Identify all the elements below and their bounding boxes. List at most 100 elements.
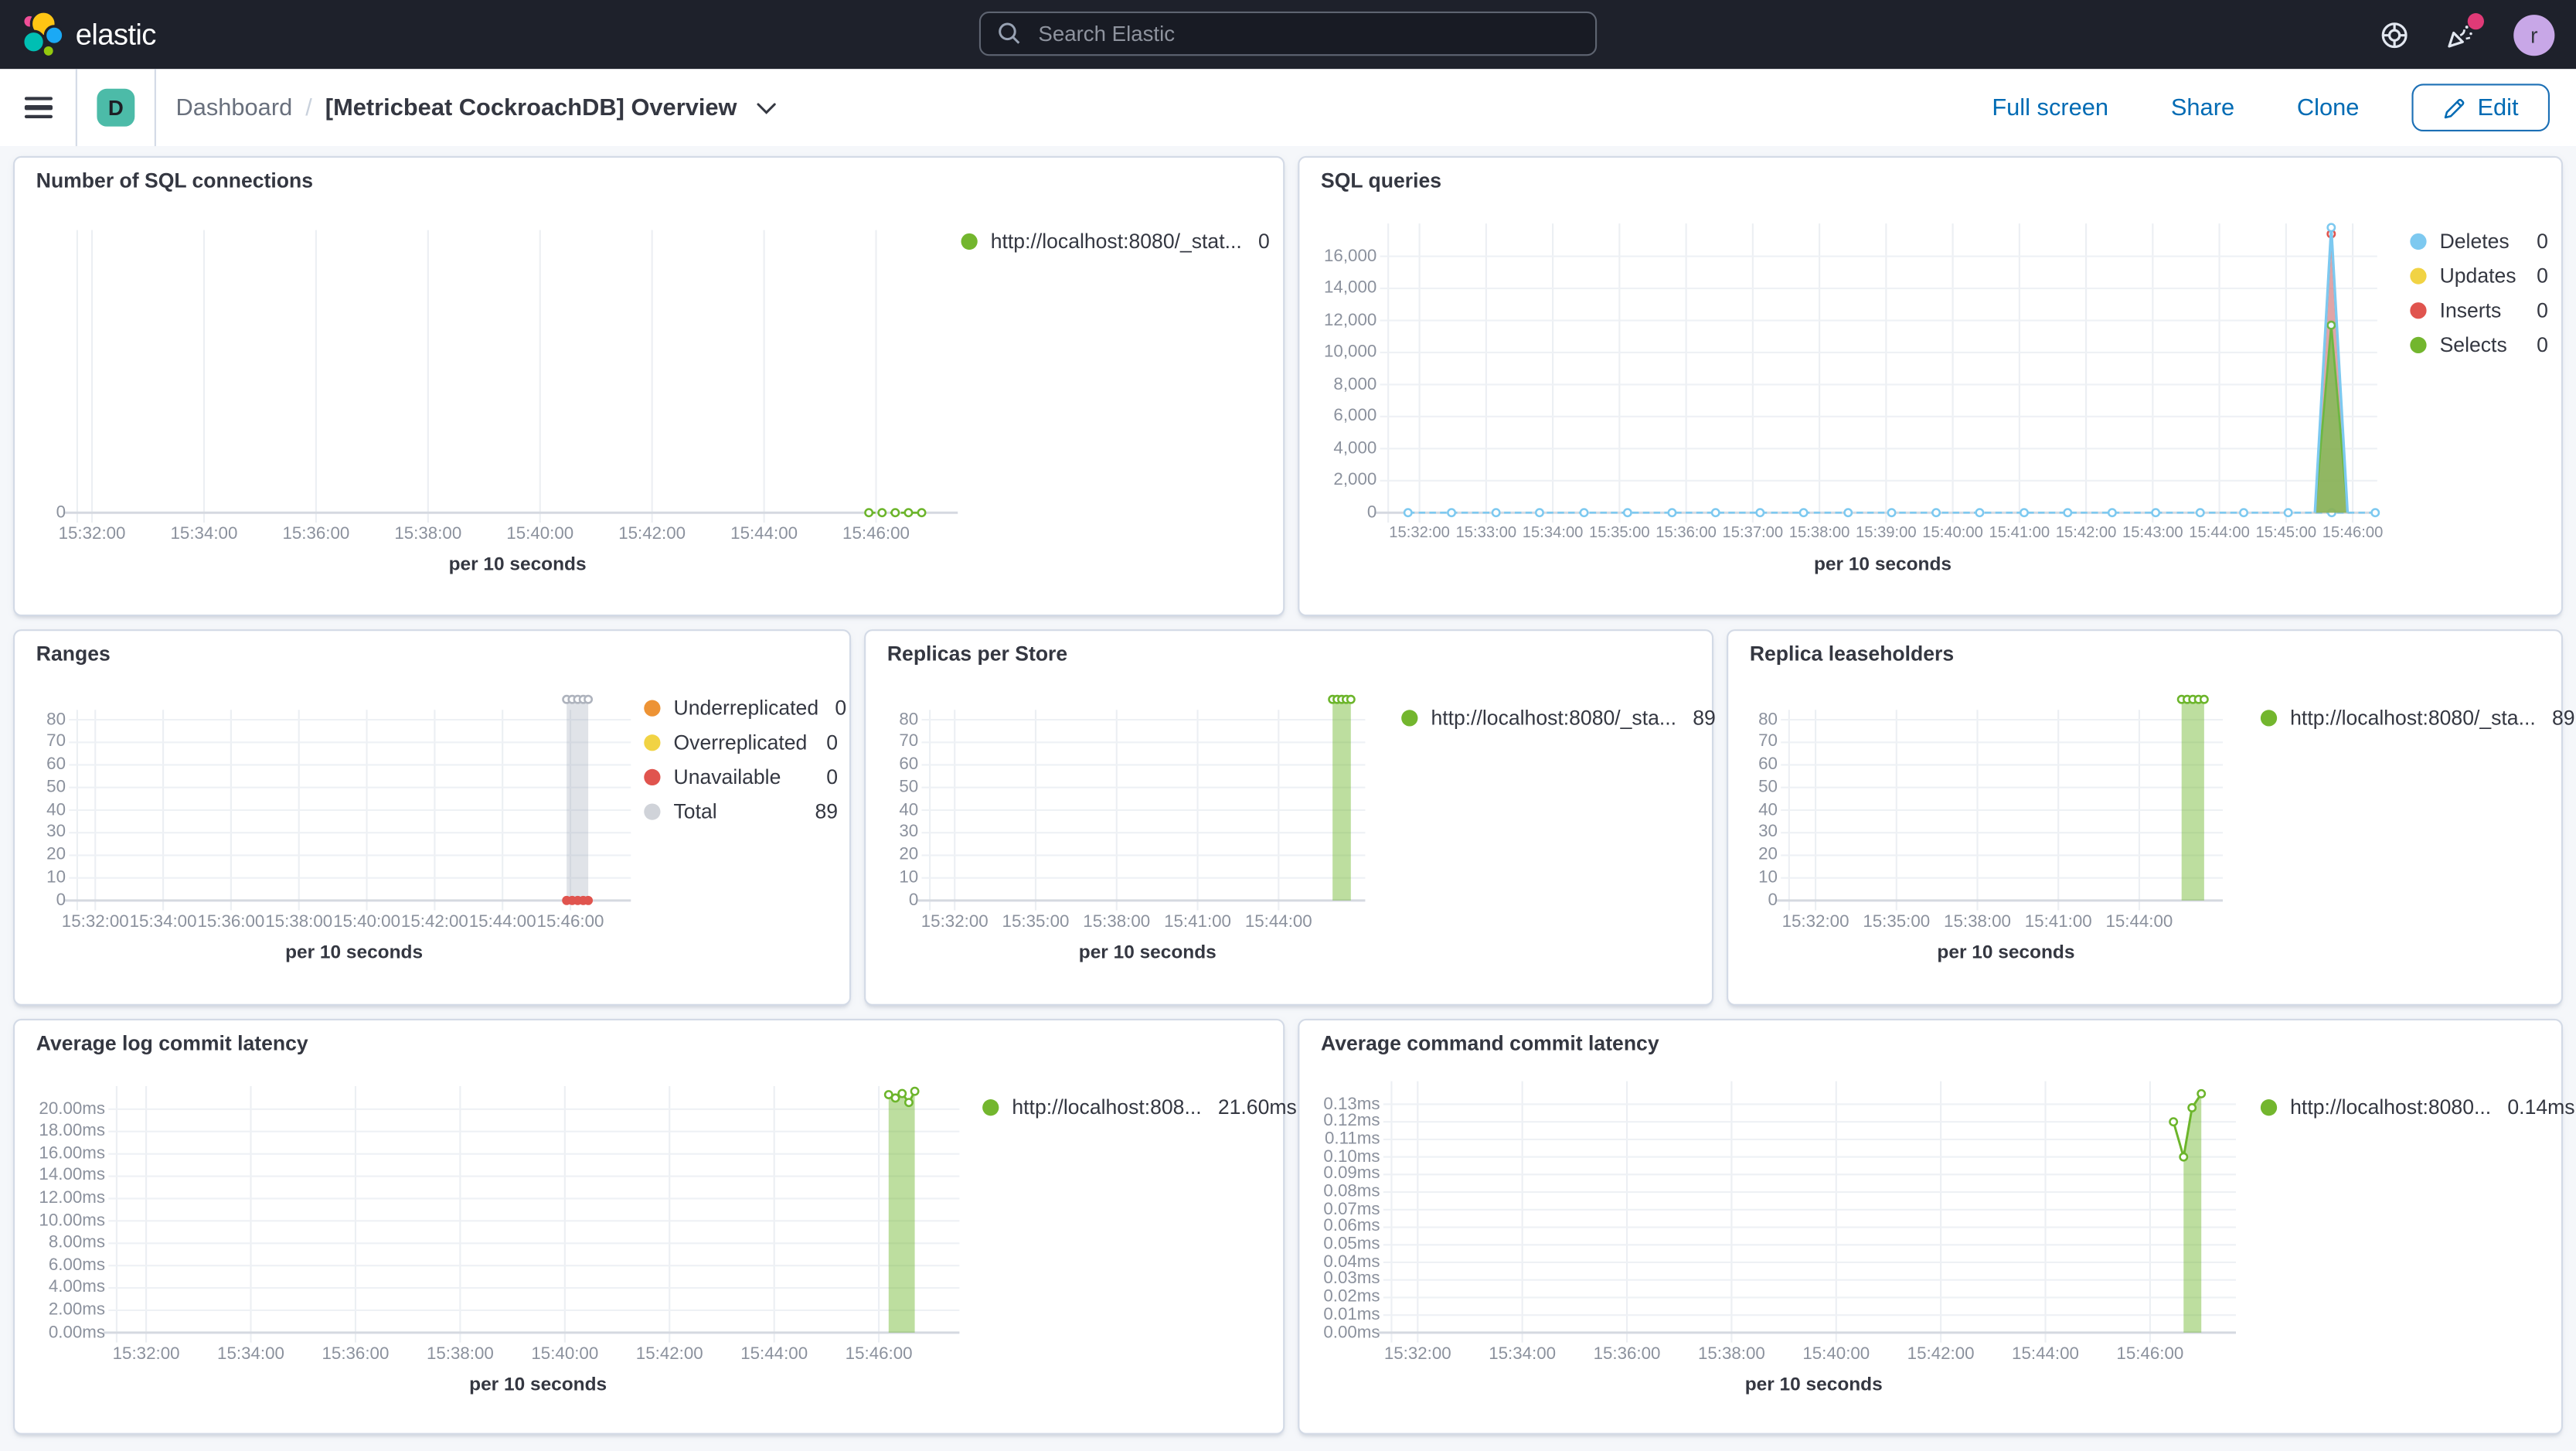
x-axis-label: 15:32:00 xyxy=(1389,524,1450,543)
x-axis-label: 15:38:00 xyxy=(426,1344,494,1364)
legend-item[interactable]: http://localhost:8080/_sta... 89 xyxy=(1401,700,1716,735)
legend-series-value: 89 xyxy=(1693,705,1716,729)
legend-item[interactable]: Selects 0 xyxy=(2410,327,2548,362)
legend-series-dot xyxy=(644,734,661,751)
breadcrumb: Dashboard / [Metricbeat CockroachDB] Ove… xyxy=(175,94,779,121)
y-axis-label: 70 xyxy=(899,731,919,751)
panel-title: Replica leaseholders xyxy=(1749,642,1955,666)
y-axis-label: 6,000 xyxy=(1333,406,1377,426)
x-axis-title: per 10 seconds xyxy=(285,943,424,963)
chart-canvas xyxy=(917,694,1366,911)
y-axis-label: 70 xyxy=(1758,731,1778,751)
y-axis-label: 16.00ms xyxy=(39,1143,106,1163)
legend-series-dot xyxy=(2260,1098,2278,1115)
legend-series-dot xyxy=(1401,709,1418,726)
x-axis-label: 15:38:00 xyxy=(1083,911,1151,932)
chart-canvas xyxy=(63,694,631,911)
x-axis-label: 15:34:00 xyxy=(170,524,238,544)
full-screen-button[interactable]: Full screen xyxy=(1982,93,2118,122)
legend-item[interactable]: Total 89 xyxy=(644,794,838,829)
chart-canvas xyxy=(1378,1081,2237,1343)
x-axis-label: 15:41:00 xyxy=(1164,911,1231,932)
chart-average-log-commit-latency: 20.00ms 18.00ms 16.00ms 14.00ms 12.00ms 10.00… xyxy=(28,1063,981,1412)
divider xyxy=(75,69,77,147)
breadcrumb-separator: / xyxy=(305,94,312,121)
chevron-down-icon[interactable] xyxy=(752,97,780,118)
y-axis-label: 0.08ms xyxy=(1323,1181,1380,1201)
legend-series-value: 0 xyxy=(1257,229,1270,253)
y-axis-label: 0.05ms xyxy=(1323,1234,1380,1254)
legend-item[interactable]: Updates 0 xyxy=(2410,258,2548,293)
panel-replica-leaseholders: Replica leaseholders 80 70 60 50 40 30 20 10 0 15… xyxy=(1727,629,2575,1006)
chart-average-command-commit-latency: 0.13ms 0.12ms 0.11ms 0.10ms 0.09ms 0.08ms 0.07… xyxy=(1312,1063,2265,1412)
legend-item[interactable]: http://localhost:8080... 0.14ms xyxy=(2260,1089,2575,1124)
y-axis-label: 14.00ms xyxy=(39,1165,106,1186)
y-axis-label: 0 xyxy=(56,502,66,522)
dashboard-toolbar: D Dashboard / [Metricbeat CockroachDB] O… xyxy=(0,69,2576,147)
legend-item[interactable]: Unavailable 0 xyxy=(644,759,838,794)
edit-button-label: Edit xyxy=(2477,94,2519,121)
y-axis-label: 0.02ms xyxy=(1323,1286,1380,1307)
x-axis-label: 15:34:00 xyxy=(129,911,197,932)
legend-item[interactable]: http://localhost:8080/_stat... 0 xyxy=(961,223,1270,258)
x-axis-label: 15:36:00 xyxy=(1656,524,1717,543)
x-axis-label: 15:41:00 xyxy=(1989,524,2050,543)
x-axis-label: 15:40:00 xyxy=(506,524,574,544)
x-axis-label: 15:40:00 xyxy=(1802,1344,1870,1364)
x-axis-label: 15:34:00 xyxy=(1489,1344,1557,1364)
legend-item[interactable]: Deletes 0 xyxy=(2410,223,2548,258)
y-axis-label: 60 xyxy=(1758,754,1778,775)
breadcrumb-dashboard-link[interactable]: Dashboard xyxy=(175,94,293,121)
newsfeed-icon[interactable] xyxy=(2446,13,2484,49)
dashboard-app-badge[interactable]: D xyxy=(97,88,135,127)
x-axis-label: 15:46:00 xyxy=(2322,524,2384,543)
x-axis-title: per 10 seconds xyxy=(1813,555,1952,575)
y-axis-label: 20.00ms xyxy=(39,1098,106,1119)
x-axis-label: 15:40:00 xyxy=(333,911,400,932)
y-axis-label: 10,000 xyxy=(1324,342,1377,362)
y-axis-label: 80 xyxy=(46,709,66,729)
chart-sql-queries: 16,000 14,000 12,000 10,000 8,000 6,000 4,000 2… xyxy=(1312,197,2394,591)
legend-item[interactable]: Inserts 0 xyxy=(2410,292,2548,327)
x-axis-title: per 10 seconds xyxy=(448,555,587,575)
avatar[interactable]: r xyxy=(2513,14,2555,56)
share-button[interactable]: Share xyxy=(2161,93,2244,122)
edit-button[interactable]: Edit xyxy=(2411,83,2550,132)
y-axis-label: 20 xyxy=(899,844,919,865)
y-axis-label: 0.13ms xyxy=(1323,1093,1380,1114)
y-axis-label: 8.00ms xyxy=(48,1232,106,1252)
legend-series-dot xyxy=(961,232,978,250)
global-header: elastic xyxy=(0,0,2576,70)
y-axis-label: 50 xyxy=(899,776,919,797)
x-axis-label: 15:44:00 xyxy=(730,524,798,544)
elastic-logo[interactable]: elastic xyxy=(22,10,156,60)
chart-legend: http://localhost:808... 21.60ms xyxy=(982,1089,1297,1124)
x-axis-label: 15:32:00 xyxy=(1383,1344,1451,1364)
search-input[interactable] xyxy=(1035,19,1579,48)
legend-item[interactable]: Underreplicated 0 xyxy=(644,690,846,725)
legend-series-value: 0 xyxy=(2537,332,2548,356)
y-axis-label: 0.01ms xyxy=(1323,1304,1380,1324)
panel-number-of-sql-connections: Number of SQL connections 0 15:32:00 15:34… xyxy=(13,155,1285,617)
help-icon[interactable] xyxy=(2380,21,2408,49)
y-axis-label: 10 xyxy=(899,867,919,887)
clone-button[interactable]: Clone xyxy=(2287,93,2369,122)
y-axis-label: 30 xyxy=(1758,822,1778,842)
x-axis-label: 15:44:00 xyxy=(1244,911,1312,932)
x-axis-label: 15:44:00 xyxy=(2189,524,2250,543)
y-axis-label: 0 xyxy=(56,890,66,910)
menu-icon[interactable] xyxy=(0,69,76,146)
legend-item[interactable]: http://localhost:808... 21.60ms xyxy=(982,1089,1297,1124)
search-icon xyxy=(997,22,1022,46)
global-search[interactable] xyxy=(978,11,1598,56)
x-axis-label: 15:46:00 xyxy=(845,1344,913,1364)
chart-canvas xyxy=(103,1086,960,1343)
legend-item[interactable]: http://localhost:8080/_sta... 89 xyxy=(2260,700,2575,735)
x-axis-label: 15:32:00 xyxy=(61,911,129,932)
x-axis-label: 15:46:00 xyxy=(842,524,910,544)
y-axis-label: 0.10ms xyxy=(1323,1146,1380,1167)
y-axis-label: 16,000 xyxy=(1324,245,1377,266)
x-axis-label: 15:44:00 xyxy=(740,1344,808,1364)
legend-item[interactable]: Overreplicated 0 xyxy=(644,724,838,759)
legend-series-label: Overreplicated xyxy=(673,730,808,754)
